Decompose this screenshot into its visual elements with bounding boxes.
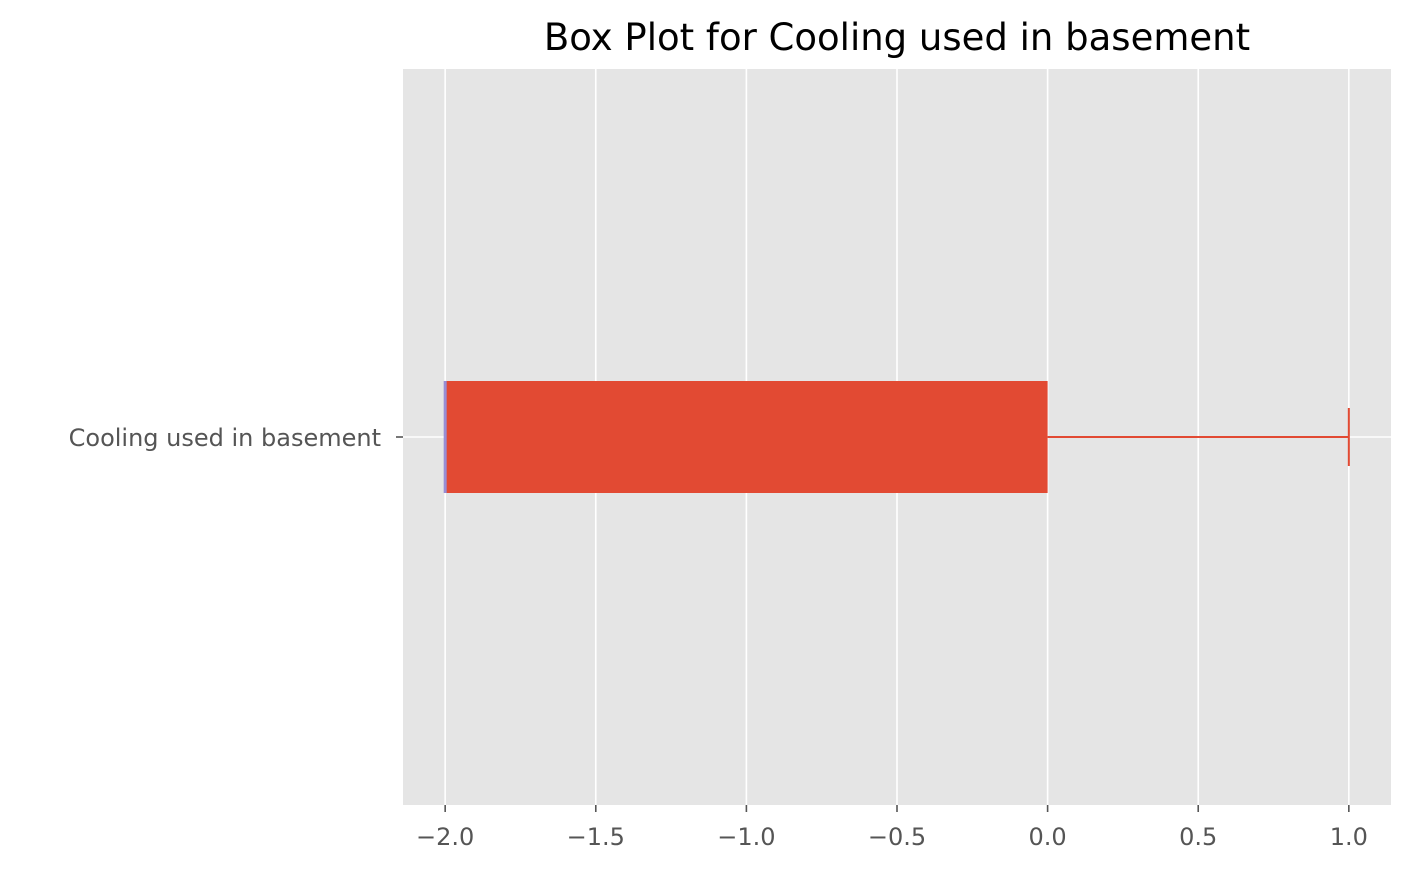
y-tick-label: Cooling used in basement xyxy=(69,424,381,452)
axes: −2.0 −1.5 −1.0 −0.5 0.0 0.5 1.0 Cooling used in… xyxy=(69,424,1368,851)
box-body xyxy=(445,381,1048,493)
x-tick-label: 0.0 xyxy=(1029,823,1067,851)
x-tick-label: −2.0 xyxy=(416,823,474,851)
x-tick-label: −0.5 xyxy=(868,823,926,851)
x-tick-label: 1.0 xyxy=(1330,823,1368,851)
x-tick-label: −1.0 xyxy=(717,823,775,851)
box-series xyxy=(443,381,1350,493)
x-tick-label: −1.5 xyxy=(567,823,625,851)
x-tick-label: 0.5 xyxy=(1179,823,1217,851)
chart-title: Box Plot for Cooling used in basement xyxy=(544,16,1250,59)
